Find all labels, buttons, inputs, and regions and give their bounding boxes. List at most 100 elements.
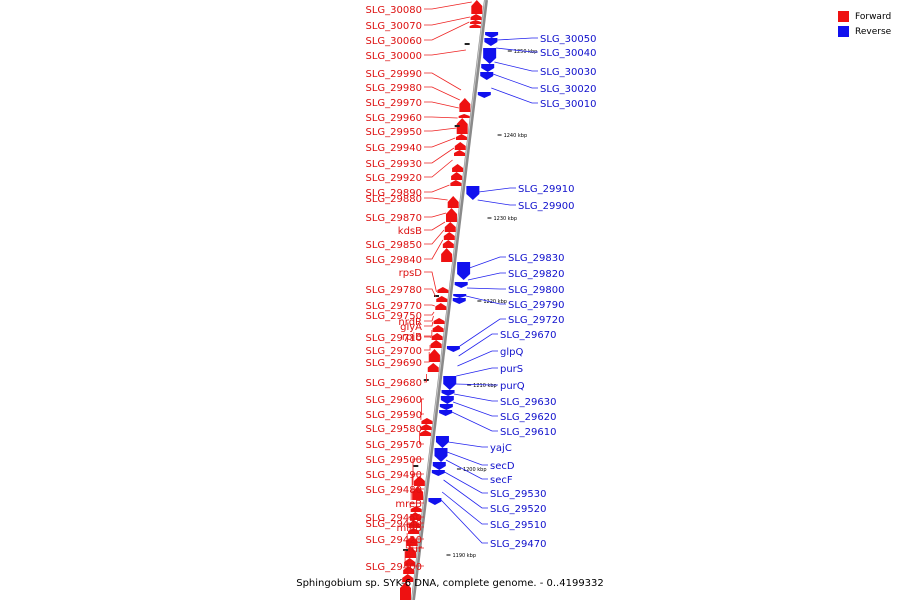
forward-gene-block: [444, 222, 456, 232]
reverse-leader-line: [494, 61, 538, 72]
forward-gene-label: SLG_29930: [366, 159, 422, 170]
forward-gene-label: SLG_29750: [366, 311, 422, 322]
reverse-swatch: [838, 26, 849, 37]
forward-gene-block: [403, 566, 415, 574]
forward-leader-line: [411, 473, 424, 492]
reverse-leader-line: [491, 87, 538, 104]
genome-backbone: [411, 0, 488, 600]
forward-leader-line: [424, 304, 435, 307]
forward-gene-label: SLG_29450: [366, 513, 422, 524]
forward-leader-line: [424, 345, 431, 351]
reverse-gene-block: [453, 294, 467, 298]
feature-mark: [464, 43, 470, 45]
forward-gene-block: [454, 150, 466, 156]
reverse-gene-label: purS: [500, 364, 523, 375]
reverse-leader-line: [441, 491, 488, 525]
reverse-gene-block: [452, 298, 466, 304]
forward-gene-label: SLG_29970: [366, 98, 422, 109]
forward-gene-label: SLG_29960: [366, 113, 422, 124]
forward-gene-block: [447, 196, 459, 208]
forward-gene-label: SLG_29480: [366, 485, 422, 496]
forward-gene-label: SLG_30060: [366, 36, 422, 47]
forward-leader-line: [424, 159, 453, 178]
forward-gene-block: [432, 325, 444, 332]
forward-gene-label: miaB: [396, 523, 422, 534]
reverse-gene-block: [434, 448, 448, 462]
reverse-gene-block: [480, 72, 494, 80]
forward-leader-line: [404, 550, 424, 567]
forward-gene-label: SLG_29770: [366, 301, 422, 312]
forward-leader-line: [424, 315, 434, 322]
forward-gene-label: SLG_29690: [366, 358, 422, 369]
reverse-gene-label: SLG_29470: [490, 539, 546, 550]
forward-leader-line: [424, 288, 437, 298]
forward-gene-label: fur: [408, 544, 423, 555]
forward-gene-label: SLG_29600: [366, 395, 422, 406]
forward-gene-label: SLG_29490: [366, 470, 422, 481]
forward-gene-block: [408, 520, 420, 528]
genome-caption: Sphingobium sp. SYK-6 DNA, complete geno…: [296, 578, 604, 589]
reverse-gene-block: [457, 262, 471, 280]
scale-tick-label: 1250 kbp: [514, 49, 538, 55]
forward-leader-line: [421, 398, 424, 415]
reverse-gene-block: [484, 38, 498, 46]
forward-gene-block: [470, 14, 482, 20]
forward-gene-block: [402, 574, 414, 582]
forward-leader-line: [424, 229, 445, 245]
reverse-leader-line: [453, 393, 498, 402]
feature-mark: [433, 295, 439, 297]
forward-gene-label: SLG_29580: [366, 424, 422, 435]
forward-gene-label: rpsD: [399, 268, 423, 279]
forward-leader-line: [408, 516, 424, 518]
genome-backbone-highlight: [411, 0, 486, 600]
forward-gene-label: SLG_29840: [366, 255, 422, 266]
forward-gene-block: [421, 418, 433, 424]
forward-gene-label: SLG_30070: [366, 21, 422, 32]
forward-gene-block: [452, 164, 464, 172]
forward-gene-block: [471, 0, 483, 14]
reverse-leader-line: [446, 451, 488, 466]
forward-gene-block: [470, 20, 482, 24]
reverse-gene-block: [443, 376, 457, 390]
forward-gene-block: [435, 303, 447, 310]
forward-gene-label: nrdR: [398, 317, 422, 328]
forward-gene-block: [454, 142, 466, 150]
reverse-leader-line: [478, 187, 516, 193]
forward-gene-label: SLG_29440: [366, 519, 422, 530]
gene-labels: SLG_30080 SLG_30070 SLG_30060 SLG_30000 SLG_…: [366, 5, 597, 573]
forward-gene-block: [436, 296, 448, 302]
forward-leader-line: [424, 127, 457, 132]
forward-gene-label: SLG_30000: [366, 51, 422, 62]
reverse-gene-block: [439, 410, 453, 416]
forward-gene-block: [410, 506, 422, 512]
forward-gene-label: SLG_29870: [366, 213, 422, 224]
forward-gene-block: [458, 114, 470, 118]
reverse-gene-label: SLG_29820: [508, 269, 564, 280]
forward-leader-line: [424, 101, 459, 109]
forward-gene-block: [427, 363, 439, 372]
reverse-leader-line: [443, 479, 488, 509]
scale-tick-label: 1240 kbp: [504, 133, 528, 139]
reverse-gene-label: SLG_29530: [490, 489, 546, 500]
forward-gene-label: SLG_29850: [366, 240, 422, 251]
label-leader-lines: [404, 1, 538, 567]
reverse-gene-block: [432, 462, 446, 470]
gene-blocks: [400, 0, 499, 600]
reverse-leader-line: [445, 459, 488, 480]
forward-leader-line: [424, 374, 427, 383]
forward-leader-line: [424, 330, 433, 337]
forward-gene-label: SLG_29500: [366, 455, 422, 466]
reverse-gene-label: SLG_29910: [518, 184, 574, 195]
forward-gene-block: [413, 476, 425, 486]
reverse-gene-label: SLG_29510: [490, 520, 546, 531]
forward-gene-label: SLG_29890: [366, 188, 422, 199]
forward-leader-line: [424, 197, 448, 201]
reverse-leader-line: [448, 441, 488, 448]
forward-leader-line: [424, 72, 462, 91]
forward-gene-block: [441, 248, 453, 262]
forward-gene-block: [408, 528, 420, 534]
scale-tick-label: 1200 kbp: [463, 467, 487, 473]
forward-leader-line: [424, 21, 470, 41]
forward-leader-line: [406, 533, 424, 540]
